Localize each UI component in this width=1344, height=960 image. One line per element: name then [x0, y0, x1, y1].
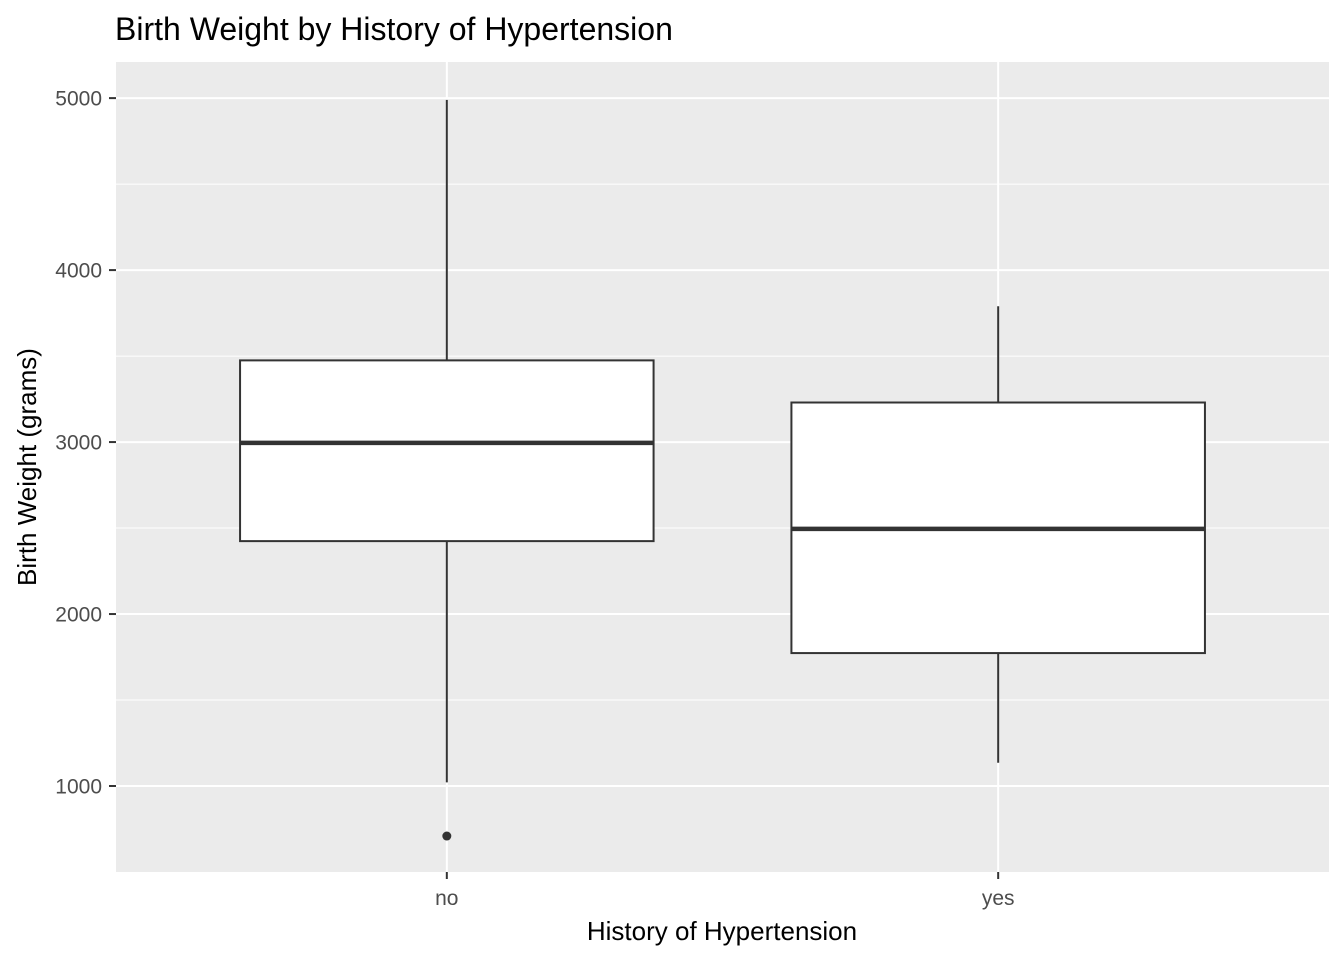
y-tick-label: 5000 — [55, 88, 102, 111]
y-tick-label: 4000 — [55, 260, 102, 283]
iqr-box — [239, 359, 655, 543]
box-yes — [790, 306, 1206, 763]
y-tick-label: 3000 — [55, 432, 102, 455]
y-tick-label: 2000 — [55, 604, 102, 627]
y-tick-label: 1000 — [55, 776, 102, 799]
y-axis: 1000 2000 3000 4000 5000 — [55, 88, 116, 799]
x-tick-label: yes — [982, 887, 1015, 910]
y-axis-title: Birth Weight (grams) — [12, 348, 42, 586]
chart-title: Birth Weight by History of Hypertension — [115, 11, 673, 47]
outlier-point — [442, 831, 452, 841]
box-no — [239, 99, 655, 841]
x-axis: no yes — [435, 872, 1015, 910]
boxes — [239, 99, 1206, 841]
x-axis-title: History of Hypertension — [587, 916, 857, 946]
x-tick-label: no — [435, 887, 458, 910]
